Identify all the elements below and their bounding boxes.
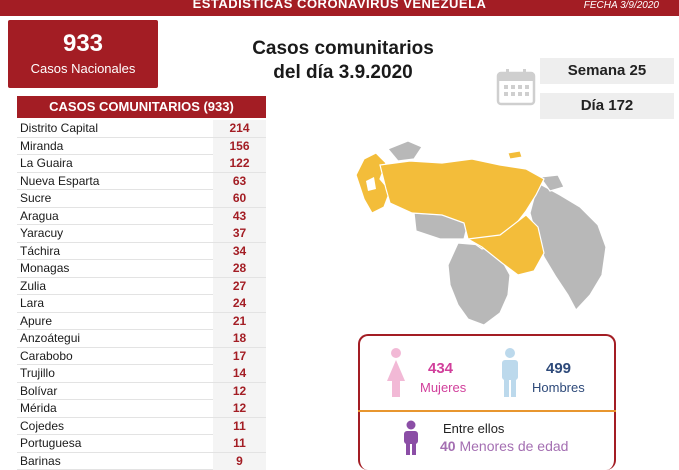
map-region-margarita — [507, 150, 523, 160]
table-row: Carabobo 17 — [17, 347, 266, 365]
national-cases-label: Casos Nacionales — [30, 61, 136, 76]
map-region-east-grey — [538, 174, 565, 192]
state-cases: 43 — [213, 207, 266, 225]
state-cases: 34 — [213, 242, 266, 260]
table-row: Lara 24 — [17, 295, 266, 313]
male-icon — [502, 348, 518, 397]
men-count: 499 — [546, 360, 572, 377]
state-name: Trujillo — [20, 366, 55, 380]
cases-table-title: CASOS COMUNITARIOS (933) — [17, 96, 266, 118]
state-name: Cojedes — [20, 418, 65, 433]
state-name: Apure — [20, 313, 53, 328]
men-label: Hombres — [532, 380, 585, 395]
table-row: Apure 21 — [17, 312, 266, 330]
female-icon — [387, 348, 405, 397]
map-region-affected-south — [466, 214, 545, 276]
state-name: Carabobo — [20, 348, 73, 363]
map-region-north-grey — [387, 140, 423, 162]
table-row: Sucre 60 — [17, 190, 266, 208]
state-cases: 28 — [213, 260, 266, 277]
table-row: Monagas 28 — [17, 260, 266, 278]
table-row: Yaracuy 37 — [17, 225, 266, 243]
headline: Casos comunitarios del día 3.9.2020 — [228, 37, 458, 85]
state-name: Portuguesa — [20, 436, 82, 450]
state-name: Bolívar — [20, 383, 58, 398]
state-cases: 12 — [213, 400, 266, 417]
headline-line1: Casos comunitarios — [252, 38, 434, 59]
state-cases: 17 — [213, 347, 266, 365]
among-label: Entre ellos — [443, 421, 505, 436]
minors-count: 40 — [440, 438, 456, 454]
state-cases: 12 — [213, 382, 266, 400]
state-name: Anzoátegui — [20, 331, 81, 345]
state-cases: 24 — [213, 295, 266, 312]
header-title: ESTADÍSTICAS CORONAVIRUS VENEZUELA — [192, 0, 487, 11]
week-indicator: Semana 25 — [540, 58, 674, 84]
table-row: Mérida 12 — [17, 400, 266, 418]
state-name: Lara — [20, 296, 45, 310]
table-row: Zulia 27 — [17, 277, 266, 295]
table-row: Nueva Esparta 63 — [17, 172, 266, 190]
table-row: La Guaira 122 — [17, 155, 266, 173]
state-cases: 11 — [213, 417, 266, 435]
state-name: La Guaira — [20, 156, 73, 170]
state-cases: 11 — [213, 435, 266, 452]
header-bar: ESTADÍSTICAS CORONAVIRUS VENEZUELA FECHA… — [0, 0, 679, 16]
table-row: Barinas 9 — [17, 452, 266, 470]
table-row: Miranda 156 — [17, 137, 266, 155]
child-icon — [404, 420, 418, 455]
state-name: Aragua — [20, 208, 59, 223]
state-cases: 63 — [213, 172, 266, 190]
venezuela-map — [355, 140, 607, 326]
table-row: Aragua 43 — [17, 207, 266, 225]
table-row: Portuguesa 11 — [17, 435, 266, 453]
state-cases: 9 — [213, 452, 266, 470]
state-name: Miranda — [20, 138, 64, 153]
state-name: Nueva Esparta — [20, 173, 100, 188]
minors-label: Menores de edad — [459, 438, 569, 454]
table-row: Trujillo 14 — [17, 365, 266, 383]
state-name: Monagas — [20, 261, 70, 275]
state-cases: 156 — [213, 137, 266, 155]
state-name: Distrito Capital — [20, 121, 99, 135]
women-label: Mujeres — [420, 380, 467, 395]
state-cases: 27 — [213, 277, 266, 295]
stats-divider — [358, 410, 616, 412]
minors-line: 40 Menores de edad — [440, 438, 568, 454]
state-name: Táchira — [20, 243, 61, 258]
table-row: Distrito Capital 214 — [17, 120, 266, 138]
women-count: 434 — [428, 360, 454, 377]
state-cases: 21 — [213, 312, 266, 330]
cases-table: Distrito Capital 214 Miranda 156 La Guaira… — [17, 120, 266, 470]
national-cases-value: 933 — [62, 30, 104, 57]
state-cases: 214 — [213, 120, 266, 137]
calendar-icon — [496, 69, 536, 106]
gender-stats-panel — [358, 334, 616, 470]
state-name: Zulia — [20, 278, 47, 293]
state-cases: 122 — [213, 155, 266, 172]
national-cases-card: 933 Casos Nacionales — [8, 20, 158, 88]
state-name: Mérida — [20, 401, 57, 415]
header-date: FECHA 3/9/2020 — [583, 0, 659, 11]
state-cases: 14 — [213, 365, 266, 382]
state-cases: 37 — [213, 225, 266, 242]
table-row: Cojedes 11 — [17, 417, 266, 435]
state-name: Sucre — [20, 191, 52, 205]
state-cases: 18 — [213, 330, 266, 347]
state-name: Yaracuy — [20, 226, 64, 240]
table-row: Bolívar 12 — [17, 382, 266, 400]
map-region-affected-lake — [366, 177, 376, 191]
state-cases: 60 — [213, 190, 266, 207]
state-name: Barinas — [20, 453, 61, 468]
headline-line2: del día 3.9.2020 — [273, 62, 413, 83]
table-row: Táchira 34 — [17, 242, 266, 260]
day-indicator: Día 172 — [540, 93, 674, 119]
table-row: Anzoátegui 18 — [17, 330, 266, 348]
